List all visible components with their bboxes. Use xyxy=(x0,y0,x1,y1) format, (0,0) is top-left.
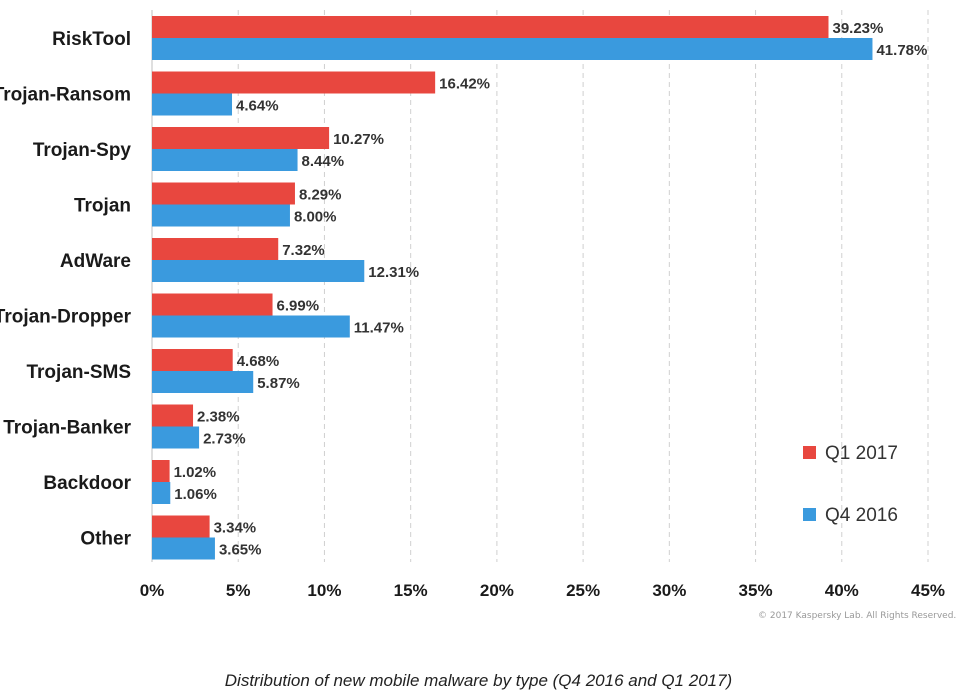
legend: Q1 2017 Q4 2016 xyxy=(803,443,898,526)
bar-q1-2017 xyxy=(152,238,279,260)
x-tick-label: 0% xyxy=(140,581,165,600)
category-label: Trojan-Dropper xyxy=(0,307,132,328)
bar-q1-2017 xyxy=(152,127,330,149)
value-label: 39.23% xyxy=(832,20,883,37)
value-label: 5.87% xyxy=(257,375,300,392)
value-label: 8.00% xyxy=(294,209,337,226)
x-tick-label: 25% xyxy=(566,581,600,600)
value-label: 6.99% xyxy=(277,298,320,315)
legend-label: Q4 2016 xyxy=(825,505,898,526)
bar-q1-2017 xyxy=(152,515,210,538)
bar-q4-2016 xyxy=(152,315,350,338)
value-label: 10.27% xyxy=(333,131,384,148)
bar-q1-2017 xyxy=(152,16,829,38)
value-label: 41.78% xyxy=(876,42,927,59)
bar-q1-2017 xyxy=(152,293,273,316)
value-label: 2.38% xyxy=(197,409,240,426)
bar-q4-2016 xyxy=(152,371,254,393)
category-label: AdWare xyxy=(60,251,131,272)
value-label: 8.44% xyxy=(302,153,345,170)
bar-q1-2017 xyxy=(152,404,194,427)
bar-q4-2016 xyxy=(152,149,298,171)
category-label: RiskTool xyxy=(52,29,131,50)
x-tick-label: 5% xyxy=(226,581,251,600)
value-label: 1.02% xyxy=(174,464,217,481)
value-label: 11.47% xyxy=(354,320,404,337)
value-label: 1.06% xyxy=(174,486,217,503)
value-label: 7.32% xyxy=(282,242,325,259)
x-tick-label: 10% xyxy=(307,581,341,600)
legend-swatch-q1-2017 xyxy=(803,446,816,459)
bar-q1-2017 xyxy=(152,182,295,205)
bar-chart: RiskTool Trojan-Ransom Trojan-Spy Trojan AdW… xyxy=(0,10,945,600)
category-label: Trojan-Banker xyxy=(3,418,131,439)
category-label: Other xyxy=(80,529,131,550)
bar-q4-2016 xyxy=(152,38,873,60)
bar-q4-2016 xyxy=(152,482,171,504)
category-label: Trojan-Ransom xyxy=(0,85,131,106)
value-label: 16.42% xyxy=(439,76,490,93)
value-label: 8.29% xyxy=(299,187,342,204)
value-label: 4.64% xyxy=(236,98,279,115)
value-label: 12.31% xyxy=(368,264,419,281)
x-tick-label: 30% xyxy=(652,581,686,600)
value-label: 3.65% xyxy=(219,542,262,559)
value-labels: 39.23% 41.78% 16.42% 4.64% 10.27% 8.44% 8.29% 8… xyxy=(174,20,928,559)
value-label: 3.34% xyxy=(214,520,257,537)
bar-q1-2017 xyxy=(152,349,233,371)
category-label: Trojan-SMS xyxy=(26,362,131,383)
bar-q1-2017 xyxy=(152,460,170,482)
bar-q4-2016 xyxy=(152,426,200,449)
value-label: 4.68% xyxy=(237,353,280,370)
bar-q4-2016 xyxy=(152,260,365,282)
bar-q1-2017 xyxy=(152,71,436,94)
bar-q4-2016 xyxy=(152,204,290,227)
chart-title: Distribution of new mobile malware by ty… xyxy=(224,671,733,690)
value-label: 2.73% xyxy=(203,431,246,448)
x-tick-label: 45% xyxy=(911,581,945,600)
legend-swatch-q4-2016 xyxy=(803,508,816,521)
category-labels: RiskTool Trojan-Ransom Trojan-Spy Trojan AdW… xyxy=(0,29,132,550)
legend-label: Q1 2017 xyxy=(825,443,898,464)
category-label: Trojan-Spy xyxy=(33,140,132,161)
bars xyxy=(152,16,873,560)
x-tick-label: 15% xyxy=(394,581,428,600)
bar-q4-2016 xyxy=(152,537,215,560)
bar-q4-2016 xyxy=(152,93,233,116)
x-tick-label: 35% xyxy=(739,581,773,600)
copyright-notice: © 2017 Kaspersky Lab. All Rights Reserve… xyxy=(758,611,957,621)
x-axis-ticks: 0% 5% 10% 15% 20% 25% 30% 35% 40% 45% xyxy=(140,581,945,600)
category-label: Backdoor xyxy=(43,473,131,494)
x-tick-label: 20% xyxy=(480,581,514,600)
x-tick-label: 40% xyxy=(825,581,859,600)
category-label: Trojan xyxy=(74,196,131,217)
